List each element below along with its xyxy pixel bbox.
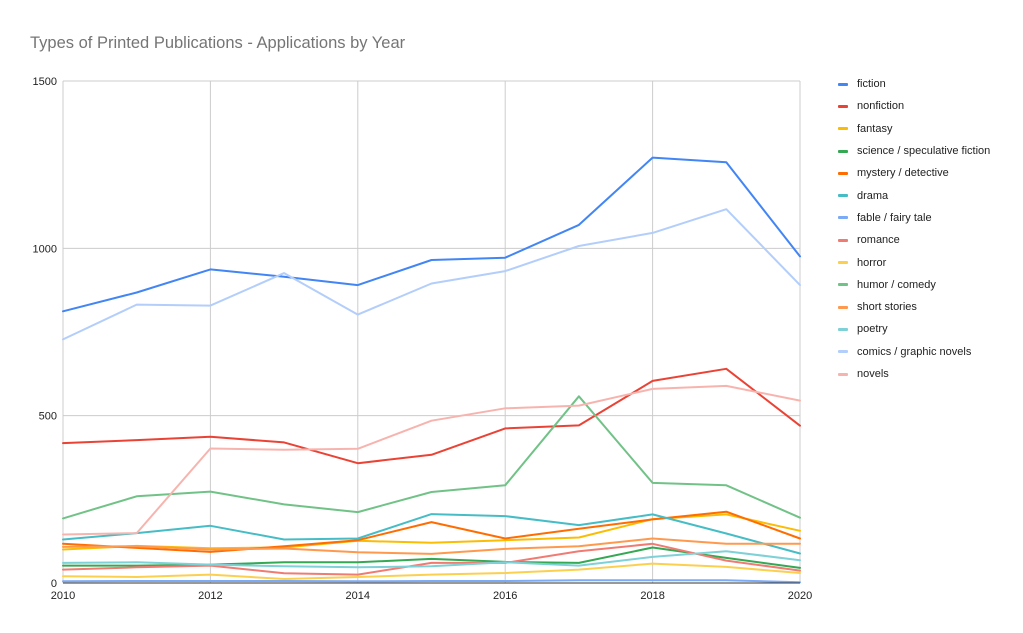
x-tick-label: 2014 — [346, 590, 370, 602]
legend-swatch — [838, 350, 848, 354]
series-line-romance — [62, 542, 801, 576]
legend-swatch — [838, 305, 848, 309]
legend-label: short stories — [857, 301, 917, 314]
x-tick-label: 2020 — [788, 590, 812, 602]
legend-item[interactable]: horror — [838, 251, 990, 273]
legend-swatch — [838, 238, 848, 242]
legend-label: fiction — [857, 78, 886, 91]
legend-label: horror — [857, 256, 887, 269]
legend-label: humor / comedy — [857, 278, 936, 291]
legend-item[interactable]: fantasy — [838, 118, 990, 140]
legend-item[interactable]: comics / graphic novels — [838, 341, 990, 363]
legend-item[interactable]: novels — [838, 363, 990, 385]
legend-label: romance — [857, 234, 900, 247]
legend-swatch — [838, 127, 848, 131]
legend-label: drama — [857, 189, 889, 202]
series-line-comics-graphic-novels — [62, 208, 801, 341]
legend-label: nonfiction — [857, 100, 905, 113]
y-tick-label: 1000 — [33, 243, 57, 255]
legend-item[interactable]: fable / fairy tale — [838, 207, 990, 229]
x-tick-label: 2012 — [198, 590, 222, 602]
legend-item[interactable]: humor / comedy — [838, 274, 990, 296]
chart-title: Types of Printed Publications - Applicat… — [30, 34, 406, 52]
legend-swatch — [838, 372, 848, 376]
legend-item[interactable]: poetry — [838, 318, 990, 340]
series-lines — [62, 156, 801, 584]
legend-item[interactable]: science / speculative fiction — [838, 140, 990, 162]
legend-item[interactable]: drama — [838, 184, 990, 206]
series-line-nonfiction — [62, 367, 801, 465]
legend-label: novels — [857, 368, 889, 380]
x-tick-label: 2016 — [493, 590, 517, 602]
series-line-science-speculative-fiction — [62, 546, 801, 569]
legend-label: poetry — [857, 323, 888, 336]
series-line-fiction — [62, 156, 801, 313]
legend-swatch — [838, 104, 848, 108]
series-line-mystery-detective — [62, 510, 801, 553]
x-axis-labels: 2010 2012 2014 2016 2018 2020 — [51, 590, 812, 602]
legend-label: science / speculative fiction — [857, 145, 991, 158]
y-tick-label: 500 — [39, 411, 57, 423]
series-line-poetry — [62, 550, 801, 569]
legend-swatch — [838, 327, 848, 331]
legend-label: fable / fairy tale — [857, 211, 932, 224]
legend-swatch — [838, 171, 848, 175]
legend-label: mystery / detective — [857, 167, 949, 180]
y-axis-labels: 0 500 1000 1500 — [33, 76, 57, 590]
legend-item[interactable]: nonfiction — [838, 95, 990, 117]
series-line-horror — [62, 562, 801, 580]
legend-item[interactable]: romance — [838, 229, 990, 251]
legend-swatch — [838, 149, 848, 153]
series-line-humor-comedy — [62, 395, 801, 520]
legend-item[interactable]: fiction — [838, 73, 990, 95]
legend-swatch — [838, 194, 848, 198]
x-tick-label: 2018 — [640, 590, 664, 602]
series-line-short-stories — [62, 537, 801, 555]
y-tick-label: 1500 — [33, 76, 57, 88]
legend-swatch — [838, 283, 848, 287]
gridlines — [62, 80, 801, 583]
chart-legend: fiction nonfiction fantasy science / specul… — [838, 73, 990, 385]
series-line-fantasy — [62, 513, 801, 551]
series-line-fable-fairy-tale — [62, 579, 801, 584]
legend-label: comics / graphic novels — [857, 345, 972, 358]
legend-label: fantasy — [857, 122, 893, 135]
legend-swatch — [838, 261, 848, 265]
legend-swatch — [838, 82, 848, 86]
legend-swatch — [838, 216, 848, 220]
y-tick-label: 0 — [51, 578, 57, 590]
legend-item[interactable]: mystery / detective — [838, 162, 990, 184]
x-tick-label: 2010 — [51, 590, 75, 602]
series-line-novels — [62, 384, 801, 536]
series-line-drama — [62, 513, 801, 555]
legend-item[interactable]: short stories — [838, 296, 990, 318]
